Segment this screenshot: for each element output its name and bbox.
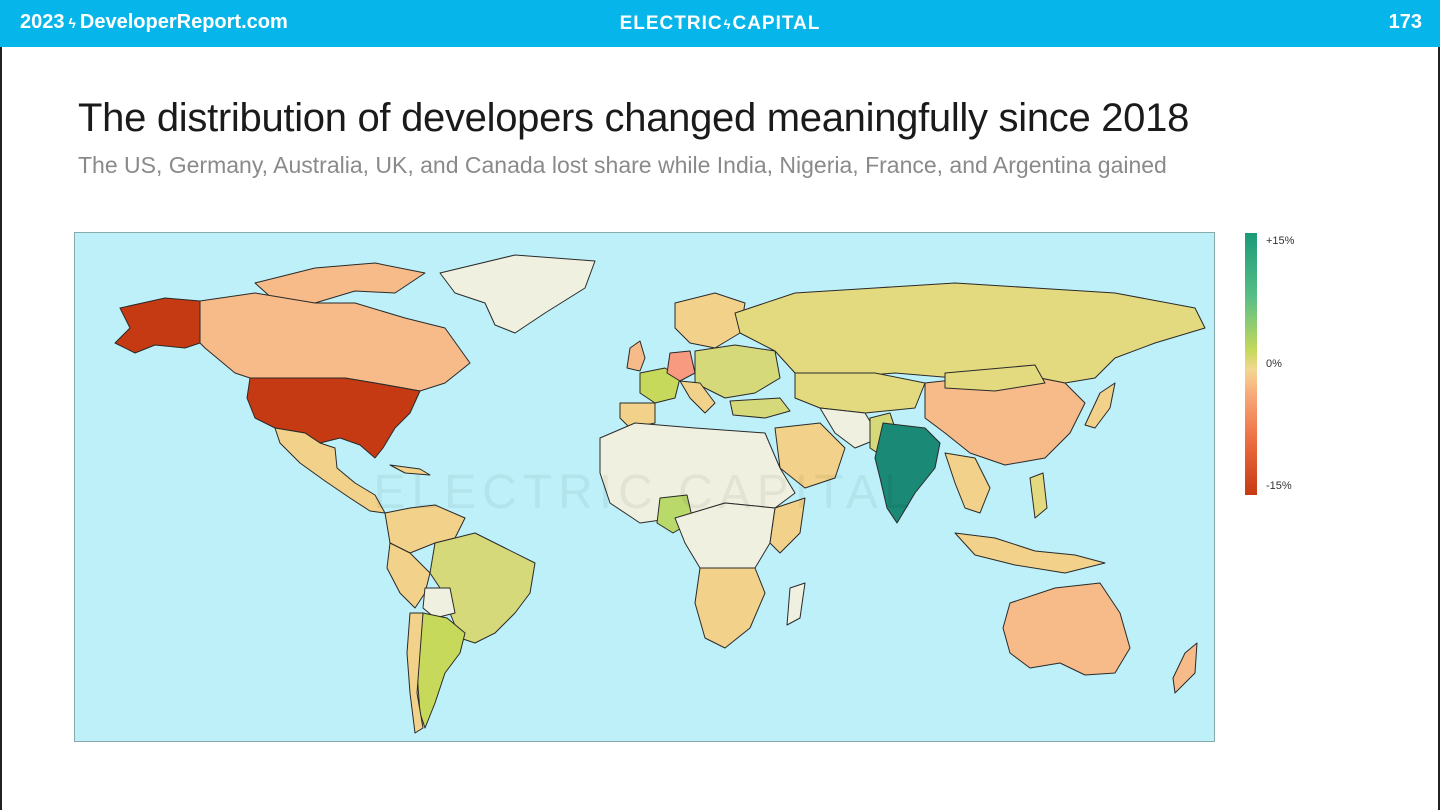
right-border xyxy=(1438,47,1440,810)
country-mexico xyxy=(274,427,386,514)
country-east-africa xyxy=(769,497,806,554)
color-legend-bar xyxy=(1245,233,1257,495)
legend-min-label: -15% xyxy=(1266,480,1292,492)
legend-max-label: +15% xyxy=(1266,235,1295,247)
country-cuba xyxy=(389,464,431,476)
header-bar: 2023 ϟ DeveloperReport.com ELECTRICϟCAPI… xyxy=(0,0,1440,47)
country-china xyxy=(924,372,1086,466)
country-italy xyxy=(679,380,716,414)
world-map-svg: ELECTRIC CAPITAL xyxy=(114,254,1206,734)
world-map: ELECTRIC CAPITAL xyxy=(74,232,1215,742)
left-border xyxy=(0,47,2,810)
slide-subtitle: The US, Germany, Australia, UK, and Cana… xyxy=(78,152,1167,178)
country-greenland xyxy=(439,254,596,334)
country-united-states xyxy=(246,377,421,459)
brand-logo: ELECTRICϟCAPITAL xyxy=(0,13,1440,35)
country-australia xyxy=(1002,582,1131,676)
country-new-zealand xyxy=(1172,642,1198,694)
country-iran xyxy=(819,407,881,449)
country-bolivia xyxy=(422,587,456,619)
country-peru xyxy=(386,542,431,609)
brand-word-2: CAPITAL xyxy=(732,13,821,34)
country-russia xyxy=(734,282,1206,384)
brand-word-1: ELECTRIC xyxy=(619,13,723,34)
page-number: 173 xyxy=(1388,11,1422,33)
report-site: DeveloperReport.com xyxy=(79,11,288,33)
country-france xyxy=(639,367,681,404)
country-philippines xyxy=(1029,472,1048,519)
country-southeast-asia xyxy=(944,452,991,514)
country-central-asia xyxy=(794,372,926,414)
country-indonesia xyxy=(954,532,1106,574)
report-url[interactable]: 2023 ϟ DeveloperReport.com xyxy=(20,11,288,34)
country-india xyxy=(874,422,941,524)
country-mongolia xyxy=(944,364,1046,392)
country-south-africa xyxy=(694,567,766,649)
slide-title: The distribution of developers changed m… xyxy=(78,96,1190,140)
watermark: ELECTRIC CAPITAL xyxy=(373,466,916,519)
legend-mid-label: 0% xyxy=(1266,358,1282,370)
country-alaska xyxy=(114,297,201,354)
report-year: 2023 xyxy=(20,11,65,33)
country-japan xyxy=(1084,382,1116,429)
bolt-icon: ϟ xyxy=(68,14,76,31)
country-united-kingdom xyxy=(626,340,646,372)
country-madagascar xyxy=(786,582,806,626)
country-argentina xyxy=(416,612,466,729)
country-germany xyxy=(666,350,696,382)
country-turkey xyxy=(729,397,791,419)
country-chile xyxy=(406,612,424,734)
country-canada xyxy=(199,292,471,392)
country-scandinavia xyxy=(674,292,746,349)
bolt-icon: ϟ xyxy=(723,17,732,32)
country-eastern-europe xyxy=(694,344,781,399)
